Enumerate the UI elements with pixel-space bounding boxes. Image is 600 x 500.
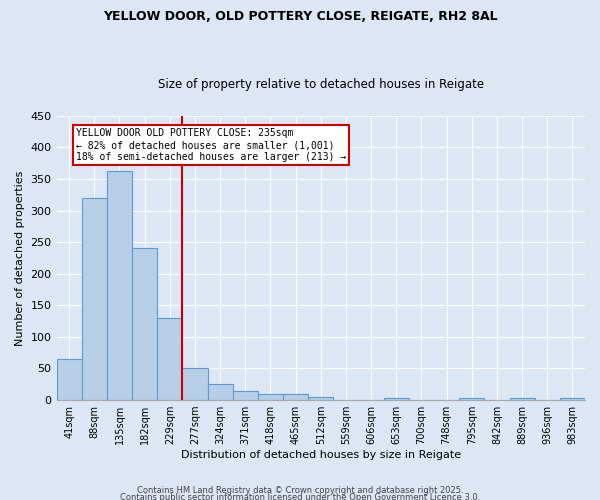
Bar: [208, 384, 233, 400]
Y-axis label: Number of detached properties: Number of detached properties: [15, 170, 25, 346]
Bar: [383, 398, 409, 400]
Title: Size of property relative to detached houses in Reigate: Size of property relative to detached ho…: [158, 78, 484, 91]
Text: YELLOW DOOR OLD POTTERY CLOSE: 235sqm
← 82% of detached houses are smaller (1,00: YELLOW DOOR OLD POTTERY CLOSE: 235sqm ← …: [76, 128, 346, 162]
Bar: [107, 172, 132, 400]
Text: Contains HM Land Registry data © Crown copyright and database right 2025.: Contains HM Land Registry data © Crown c…: [137, 486, 463, 495]
Bar: [308, 397, 334, 400]
Text: Contains public sector information licensed under the Open Government Licence 3.: Contains public sector information licen…: [120, 494, 480, 500]
Bar: [509, 398, 535, 400]
X-axis label: Distribution of detached houses by size in Reigate: Distribution of detached houses by size …: [181, 450, 461, 460]
Bar: [182, 368, 208, 400]
Bar: [56, 359, 82, 400]
Bar: [459, 398, 484, 400]
Bar: [82, 198, 107, 400]
Bar: [233, 390, 258, 400]
Bar: [258, 394, 283, 400]
Text: YELLOW DOOR, OLD POTTERY CLOSE, REIGATE, RH2 8AL: YELLOW DOOR, OLD POTTERY CLOSE, REIGATE,…: [103, 10, 497, 23]
Bar: [283, 394, 308, 400]
Bar: [560, 398, 585, 400]
Bar: [132, 248, 157, 400]
Bar: [157, 318, 182, 400]
